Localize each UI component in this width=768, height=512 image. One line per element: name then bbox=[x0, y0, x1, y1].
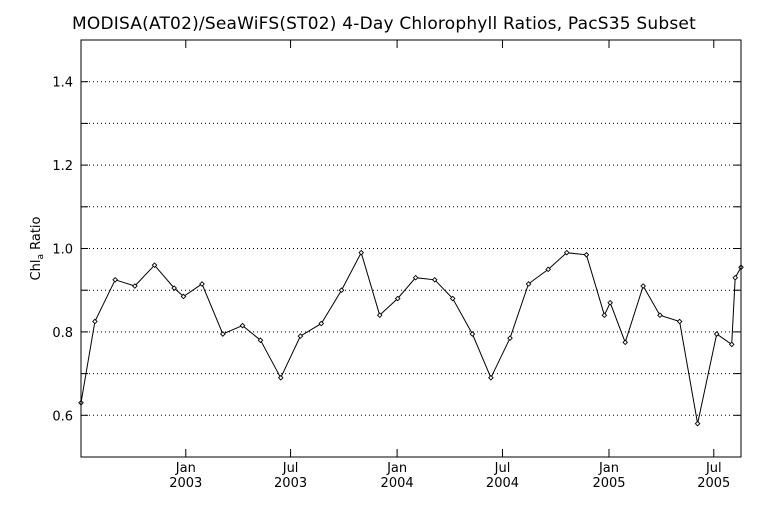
data-point-marker bbox=[545, 266, 552, 273]
x-tick-label-month: Jan bbox=[175, 461, 196, 476]
gridlines bbox=[81, 81, 741, 416]
data-point-marker bbox=[449, 295, 456, 302]
data-point-marker bbox=[583, 251, 590, 258]
x-tick-label-month: Jan bbox=[386, 461, 407, 476]
data-point-marker bbox=[713, 331, 720, 337]
data-point-marker bbox=[376, 312, 383, 319]
data-point-marker bbox=[92, 318, 98, 325]
data-point-marker bbox=[431, 276, 438, 283]
data-point-marker bbox=[171, 285, 178, 291]
x-tick-label-month: Jul bbox=[282, 461, 299, 476]
x-tick-label-year: 2004 bbox=[486, 476, 519, 491]
data-point-marker bbox=[601, 312, 608, 319]
data-point-marker bbox=[622, 339, 629, 346]
data-point-marker bbox=[199, 281, 205, 287]
data-point-marker bbox=[507, 335, 513, 341]
y-tick-label: 1.4 bbox=[52, 76, 73, 91]
data-point-marker bbox=[469, 331, 476, 337]
data-point-marker bbox=[563, 249, 570, 256]
y-axis-label: Chla Ratio bbox=[29, 216, 46, 280]
data-point-marker bbox=[728, 341, 735, 348]
plot-frame bbox=[80, 39, 742, 458]
data-point-marker bbox=[277, 374, 284, 381]
x-tick-label-year: 2003 bbox=[169, 476, 202, 491]
data-point-marker bbox=[220, 331, 226, 337]
data-point-marker bbox=[338, 287, 345, 294]
data-point-marker bbox=[732, 274, 739, 281]
data-point-marker bbox=[488, 374, 494, 381]
data-point-marker bbox=[358, 249, 365, 256]
data-point-marker bbox=[112, 276, 118, 283]
data-point-marker bbox=[676, 318, 683, 325]
data-point-marker bbox=[257, 337, 264, 344]
data-point-marker bbox=[525, 281, 532, 287]
y-tick-label: 1.0 bbox=[52, 243, 73, 258]
data-point-marker bbox=[412, 274, 419, 281]
data-point-marker bbox=[239, 322, 246, 329]
y-tick-label: 0.6 bbox=[52, 409, 73, 424]
y-axis-label-subscript: a bbox=[36, 254, 46, 260]
data-point-marker bbox=[640, 283, 646, 289]
axis-ticks bbox=[81, 39, 741, 458]
x-tick-label-year: 2004 bbox=[381, 476, 414, 491]
data-point-marker bbox=[694, 420, 701, 427]
series-line bbox=[80, 251, 742, 424]
x-tick-label-month: Jul bbox=[705, 461, 722, 476]
data-point-marker bbox=[657, 312, 663, 319]
tick-labels: 0.60.81.01.21.4Jan2003Jul2003Jan2004Jul2… bbox=[52, 76, 730, 491]
data-point-marker bbox=[297, 333, 304, 339]
y-tick-label: 0.8 bbox=[52, 326, 73, 341]
x-tick-label-month: Jul bbox=[494, 461, 511, 476]
y-axis-label-rest: Ratio bbox=[29, 216, 44, 254]
x-tick-label-year: 2003 bbox=[274, 476, 307, 491]
data-point-marker bbox=[394, 295, 401, 302]
x-tick-label-year: 2005 bbox=[592, 476, 625, 491]
data-point-marker bbox=[132, 283, 138, 289]
y-tick-label: 1.2 bbox=[52, 159, 73, 174]
x-tick-label-year: 2005 bbox=[697, 476, 730, 491]
x-tick-label-month: Jan bbox=[598, 461, 619, 476]
y-axis-label-main: Chl bbox=[29, 260, 44, 281]
data-point-marker bbox=[151, 262, 158, 269]
data-point-marker bbox=[607, 299, 613, 306]
data-point-marker bbox=[318, 320, 325, 327]
data-point-marker bbox=[180, 293, 187, 300]
series-layer bbox=[78, 249, 744, 427]
chart-title: MODISA(AT02)/SeaWiFS(ST02) 4-Day Chlorop… bbox=[72, 14, 696, 34]
